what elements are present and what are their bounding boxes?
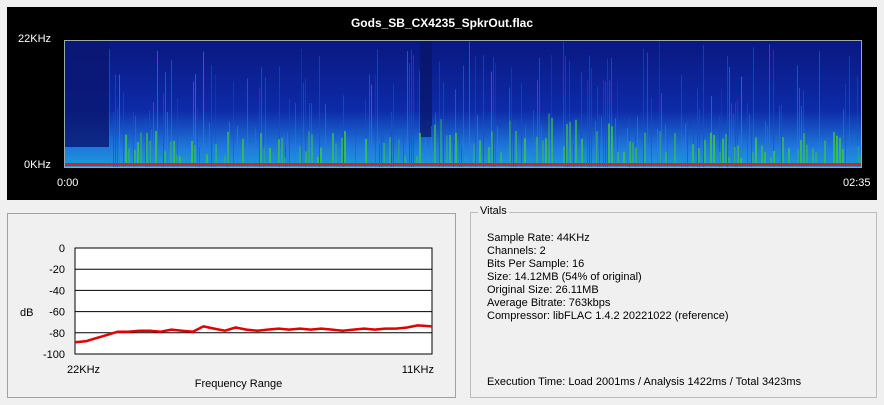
y-tick-label: -60 (49, 307, 65, 319)
y-tick-label: -80 (49, 328, 65, 340)
y-tick-label: -20 (49, 264, 65, 276)
vitals-title: Vitals (478, 205, 509, 217)
spectrogram-floor (65, 163, 861, 166)
file-size: Size: 14.12MB (54% of original) (487, 271, 642, 283)
y-top-label: 22KHz (18, 33, 52, 45)
y-tick-label: -40 (49, 285, 65, 297)
response-line (74, 324, 433, 344)
channels: Channels: 2 (487, 245, 546, 257)
vitals-group: Vitals Sample Rate: 44KHz Channels: 2 Bi… (470, 205, 877, 398)
spectrogram-panel: Gods_SB_CX4235_SpkrOut.flac 22KHz 0KHz 0… (7, 7, 877, 200)
compressor: Compressor: libFLAC 1.4.2 20221022 (refe… (487, 310, 729, 322)
x-tick-label: 11KHz (402, 364, 434, 376)
bits-per-sample: Bits Per Sample: 16 (487, 258, 585, 270)
y-tick-label: -100 (43, 349, 65, 361)
frequency-chart-box: 0 -20 -40 -60 -80 -100 22KHz 11KHz Frequency Ran… (7, 213, 456, 398)
average-bitrate: Average Bitrate: 763kbps (487, 297, 611, 309)
y-axis-label: dB (20, 307, 33, 319)
x-start-label: 0:00 (57, 177, 79, 189)
y-bottom-label: 0KHz (24, 159, 51, 171)
x-axis-label: Frequency Range (195, 378, 282, 390)
plot-area (74, 247, 433, 355)
sample-rate: Sample Rate: 44KHz (487, 232, 590, 244)
y-tick-label: 0 (59, 243, 65, 255)
original-size: Original Size: 26.11MB (487, 284, 599, 296)
execution-time: Execution Time: Load 2001ms / Analysis 1… (487, 376, 802, 388)
spectrogram-image (64, 40, 862, 168)
x-tick-label: 22KHz (67, 364, 100, 376)
file-title: Gods_SB_CX4235_SpkrOut.flac (350, 16, 534, 30)
x-end-label: 02:35 (843, 177, 871, 189)
